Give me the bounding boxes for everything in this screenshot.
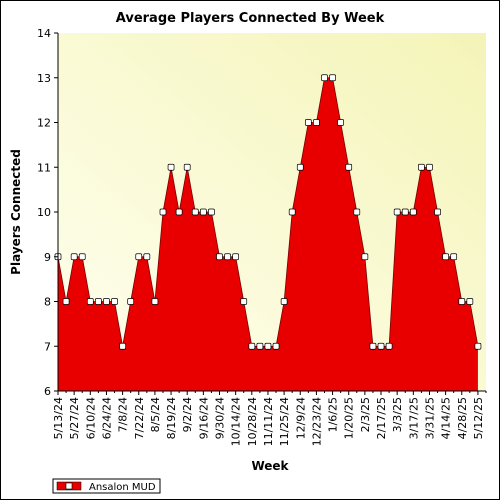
legend-marker xyxy=(65,482,73,490)
data-point xyxy=(256,342,264,350)
data-point xyxy=(401,208,409,216)
y-axis: 6 7 8 9 10 11 12 13 14 xyxy=(37,27,59,398)
data-point xyxy=(95,298,102,305)
y-tick-label: 8 xyxy=(44,296,51,309)
series-markers xyxy=(54,74,482,350)
y-tick-label: 9 xyxy=(44,251,51,264)
x-tick-label: 9/2/24 xyxy=(181,397,194,432)
data-point xyxy=(232,253,240,261)
data-point xyxy=(369,342,377,350)
data-point xyxy=(393,208,401,216)
x-tick-label: 10/28/24 xyxy=(246,397,259,446)
x-tick-label: 4/14/25 xyxy=(440,397,453,439)
data-point xyxy=(240,298,248,305)
y-tick-label: 12 xyxy=(37,117,51,130)
x-tick-label: 10/14/24 xyxy=(230,397,243,446)
data-point xyxy=(200,208,207,216)
data-point xyxy=(191,208,199,216)
data-point xyxy=(313,119,320,126)
x-tick-label: 5/13/24 xyxy=(52,397,65,439)
data-point xyxy=(353,208,361,216)
data-point xyxy=(288,208,296,216)
x-tick-label: 8/19/24 xyxy=(165,397,178,439)
y-tick-label: 13 xyxy=(37,72,51,85)
x-axis-label: Week xyxy=(251,459,289,473)
x-tick-label: 5/27/24 xyxy=(68,397,81,439)
x-tick-label: 3/3/25 xyxy=(391,397,404,432)
data-point xyxy=(151,298,159,305)
data-point xyxy=(426,163,433,171)
x-tick-label: 1/20/25 xyxy=(343,397,356,439)
data-point xyxy=(143,253,151,261)
data-point xyxy=(111,298,118,305)
x-tick-label: 2/3/25 xyxy=(359,397,372,432)
data-point xyxy=(442,253,449,261)
data-point xyxy=(345,163,353,171)
data-point xyxy=(62,298,70,305)
data-point xyxy=(321,74,328,82)
x-tick-label: 3/31/25 xyxy=(423,397,436,439)
x-tick-label: 5/12/25 xyxy=(472,397,485,439)
data-point xyxy=(296,163,304,171)
data-point xyxy=(272,342,280,350)
data-point xyxy=(418,163,425,171)
data-point xyxy=(135,253,143,261)
data-point xyxy=(385,342,393,350)
x-tick-label: 6/24/24 xyxy=(100,397,113,439)
data-point xyxy=(248,342,256,350)
x-tick-label: 7/8/24 xyxy=(117,397,130,432)
y-tick-label: 10 xyxy=(37,206,51,219)
x-axis: 5/13/24 5/27/24 6/10/24 6/24/24 7/8/24 7/22/2… xyxy=(52,390,487,446)
x-tick-label: 7/22/24 xyxy=(133,397,146,439)
data-point xyxy=(70,253,78,261)
data-point xyxy=(434,208,441,216)
x-tick-label: 6/10/24 xyxy=(84,397,97,439)
x-tick-label: 9/16/24 xyxy=(197,397,210,439)
data-point xyxy=(167,163,175,171)
legend: Ansalon MUD xyxy=(52,478,161,494)
data-point xyxy=(474,342,482,350)
data-point xyxy=(86,298,94,305)
data-point xyxy=(224,253,231,261)
x-tick-label: 1/6/25 xyxy=(327,397,340,432)
data-point xyxy=(216,253,223,261)
x-tick-label: 2/17/25 xyxy=(375,397,388,439)
data-point xyxy=(127,298,135,305)
y-axis-label: Players Connected xyxy=(9,149,23,275)
data-point xyxy=(159,208,167,216)
data-point xyxy=(119,342,126,350)
data-point xyxy=(409,208,417,216)
data-point xyxy=(466,298,474,305)
series-area-fill xyxy=(58,77,478,391)
data-point xyxy=(78,253,86,261)
data-point xyxy=(208,208,215,216)
data-point xyxy=(458,298,466,305)
x-tick-label: 8/5/24 xyxy=(149,397,162,432)
chart-title: Average Players Connected By Week xyxy=(116,11,385,26)
data-point xyxy=(377,342,385,350)
data-point xyxy=(280,298,288,305)
data-point xyxy=(337,119,344,126)
x-tick-label: 11/25/24 xyxy=(278,397,291,446)
x-tick-label: 9/30/24 xyxy=(214,397,227,439)
data-point xyxy=(264,342,272,350)
y-tick-label: 11 xyxy=(37,161,51,174)
data-point xyxy=(450,253,458,261)
x-tick-label: 3/17/25 xyxy=(407,397,420,439)
x-tick-label: 4/28/25 xyxy=(456,397,469,439)
data-point xyxy=(304,119,312,126)
data-point xyxy=(175,208,183,216)
x-tick-label: 12/9/24 xyxy=(294,397,307,439)
legend-entry-label: Ansalon MUD xyxy=(89,482,156,493)
data-point xyxy=(329,74,336,82)
data-point xyxy=(103,298,110,305)
data-point xyxy=(361,253,369,261)
x-tick-label: 11/11/24 xyxy=(262,397,275,446)
data-point xyxy=(183,163,191,171)
x-tick-label: 12/23/24 xyxy=(310,397,323,446)
y-tick-label: 6 xyxy=(44,385,51,398)
y-tick-label: 14 xyxy=(37,27,51,40)
y-tick-label: 7 xyxy=(44,340,51,353)
